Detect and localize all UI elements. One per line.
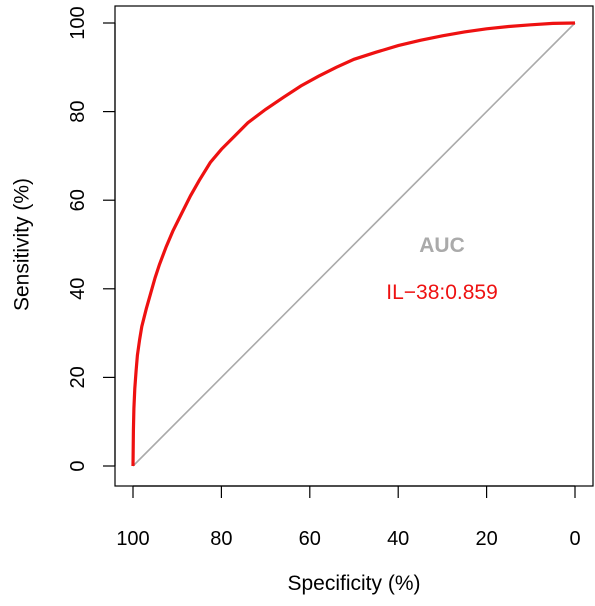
y-axis: 0 20 40 60 80 100 xyxy=(67,6,116,472)
y-tick-label: 80 xyxy=(67,100,89,122)
auc-legend-value: IL−38:0.859 xyxy=(386,281,498,304)
y-tick-label: 0 xyxy=(67,460,89,471)
y-tick-label: 20 xyxy=(67,366,89,388)
x-tick-label: 0 xyxy=(569,528,580,550)
y-tick-label: 100 xyxy=(67,6,89,39)
auc-legend-title: AUC xyxy=(419,234,465,257)
reference-diagonal-line xyxy=(132,22,576,467)
x-axis: 100 80 60 40 20 0 xyxy=(116,485,581,550)
x-tick-label: 60 xyxy=(299,528,321,550)
x-axis-title: Specificity (%) xyxy=(287,572,420,595)
x-tick-label: 40 xyxy=(387,528,409,550)
y-axis-title: Sensitivity (%) xyxy=(11,178,34,311)
plot-frame xyxy=(114,5,594,487)
x-tick-label: 80 xyxy=(210,528,232,550)
y-tick-label: 40 xyxy=(67,278,89,300)
x-tick-label: 20 xyxy=(475,528,497,550)
roc-curve-il38 xyxy=(131,21,576,467)
y-tick-label: 60 xyxy=(67,189,89,211)
x-tick-label: 100 xyxy=(116,528,149,550)
